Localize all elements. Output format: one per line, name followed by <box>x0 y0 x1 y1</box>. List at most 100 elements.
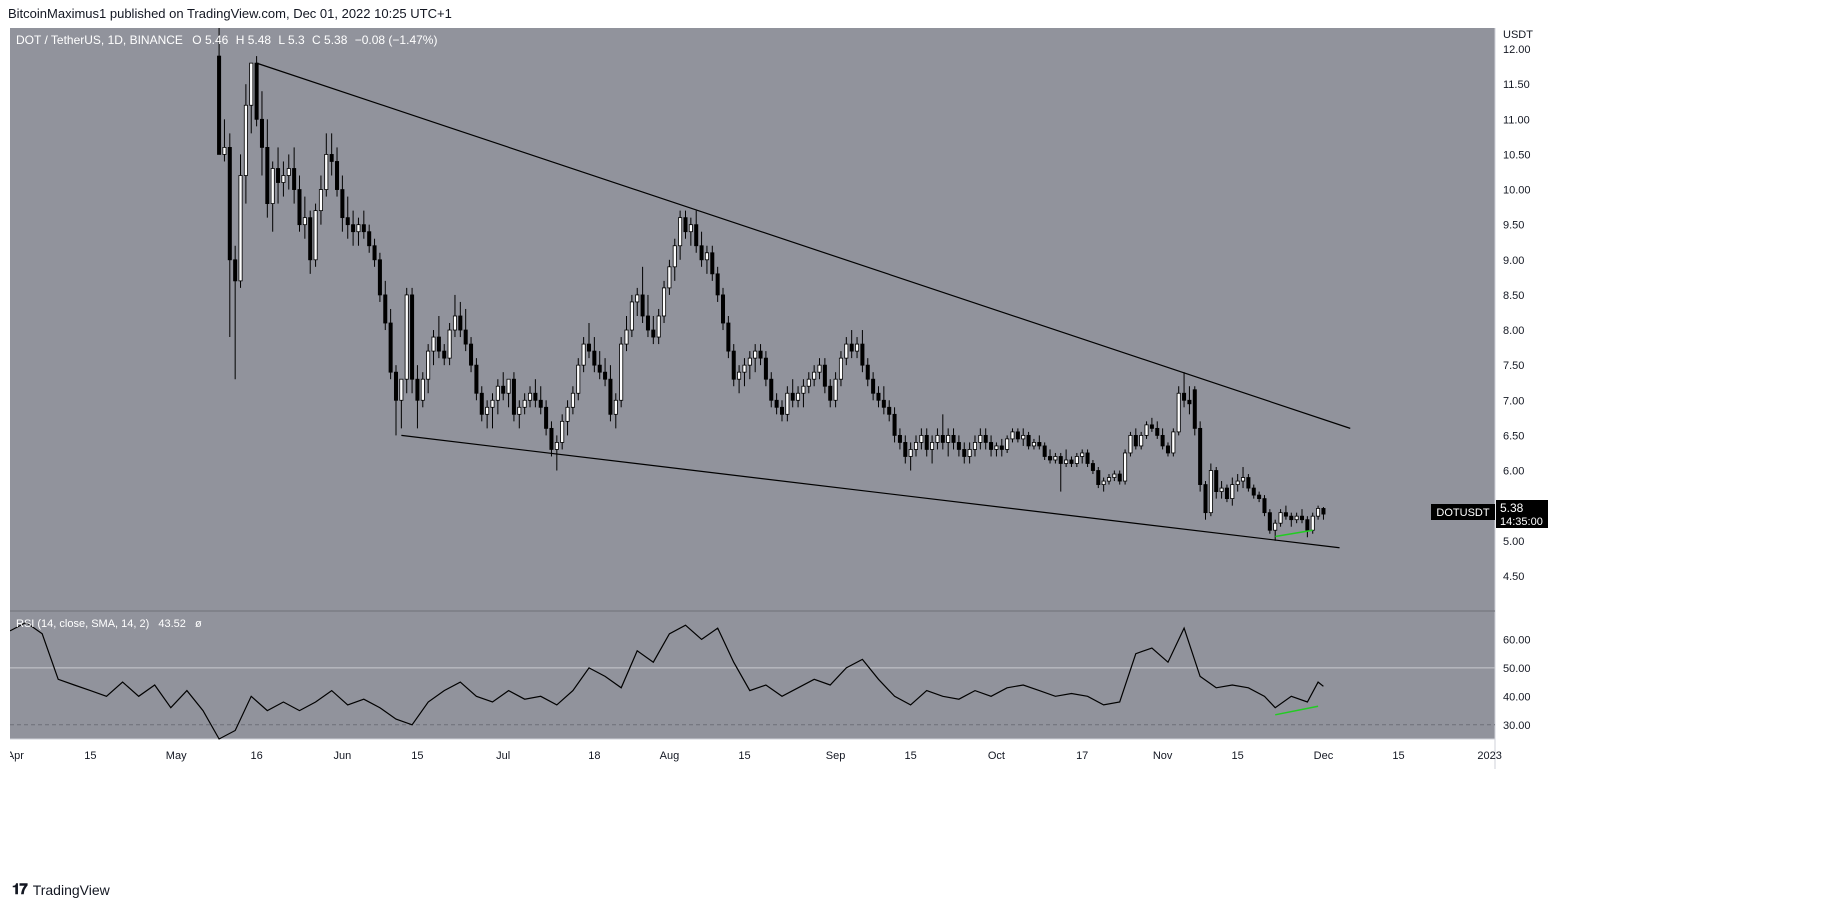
candle-body <box>1214 470 1219 492</box>
candle-body <box>1235 480 1240 485</box>
candle-body <box>608 378 613 415</box>
candle-body <box>812 371 817 380</box>
candle-body <box>270 168 275 205</box>
footer-bar: 𝟏𝟕 TradingView <box>0 873 1834 909</box>
legend-open-label: O <box>192 33 201 47</box>
candle-body <box>758 350 763 359</box>
candle-body <box>1133 434 1138 447</box>
chart-area[interactable]: 12.00 11.50 11.00 10.50 10.00 9.50 9.00 8.50 8.0… <box>7 13 1834 858</box>
candle-body <box>1085 452 1090 464</box>
candle-body <box>1042 445 1047 457</box>
candle-body <box>238 175 243 282</box>
time-tick-label: Sep <box>826 750 846 762</box>
candle-body <box>694 224 699 247</box>
candle-body <box>1117 473 1122 482</box>
candle-body <box>640 294 645 317</box>
candle-body <box>495 385 500 401</box>
candle-body <box>1021 434 1026 440</box>
rsi-tick-label: 50.00 <box>1503 663 1531 675</box>
candle-body <box>672 245 677 268</box>
time-axis-labels: Apr 15 May 16 Jun 15 Jul 18 Aug 15 Sep 15 Oct 17 Nov 15… <box>7 750 1502 762</box>
candle-body <box>908 449 913 457</box>
candle-body <box>1128 434 1133 454</box>
candle-body <box>1267 512 1272 531</box>
candle-body <box>549 427 554 450</box>
time-tick-label: 16 <box>250 750 262 762</box>
candle-body <box>1037 442 1042 447</box>
candle-body <box>533 392 538 401</box>
candle-body <box>1031 442 1036 447</box>
svg-text:DOT / TetherUS, 1D, BINANCE: DOT / TetherUS, 1D, BINANCE O 5.46 H 5.4… <box>16 33 437 47</box>
candle-body <box>1198 427 1203 485</box>
candle-body <box>308 217 313 261</box>
price-tick-label: 11.50 <box>1503 79 1530 91</box>
candle-body <box>329 154 334 162</box>
candle-body <box>865 364 870 380</box>
candle-body <box>410 294 415 380</box>
price-axis[interactable] <box>1495 28 1834 739</box>
candle-body <box>586 343 591 352</box>
time-tick-label: 15 <box>1392 750 1404 762</box>
candle-body <box>726 322 731 352</box>
price-tick-label: 4.50 <box>1503 571 1524 583</box>
rsi-legend-value: 43.52 <box>158 618 186 630</box>
price-tick-label: 9.50 <box>1503 220 1524 232</box>
price-tick-label: 6.50 <box>1503 430 1524 442</box>
candle-body <box>956 442 961 450</box>
legend-close-value: 5.38 <box>324 33 348 47</box>
candle-body <box>420 378 425 401</box>
candle-body <box>1048 456 1053 461</box>
candle-body <box>356 224 361 233</box>
time-axis[interactable] <box>10 739 1495 769</box>
candle-body <box>962 449 967 457</box>
candle-body <box>1294 515 1299 521</box>
candle-body <box>426 350 431 380</box>
candle-body <box>501 385 506 394</box>
trendlines-group <box>256 62 1351 549</box>
candle-body <box>1139 434 1144 447</box>
candle-body <box>1015 431 1020 440</box>
rsi-tick-label: 60.00 <box>1503 634 1531 646</box>
candle-body <box>463 329 468 345</box>
legend-close-label: C <box>312 33 321 47</box>
candle-body <box>1241 477 1246 482</box>
candle-body <box>436 336 441 352</box>
candle-body <box>544 406 549 429</box>
candle-body <box>801 385 806 394</box>
legend-change: −0.08 (−1.47%) <box>355 33 438 47</box>
candle-body <box>1208 470 1213 514</box>
price-tick-label: 8.50 <box>1503 290 1524 302</box>
candle-body <box>951 434 956 443</box>
candle-body <box>704 252 709 261</box>
candle-body <box>978 434 983 443</box>
candle-body <box>1219 487 1224 492</box>
candle-body <box>1096 470 1101 485</box>
rsi-line <box>9 621 1324 740</box>
price-tick-label: 5.00 <box>1503 536 1524 548</box>
candle-body <box>930 442 935 450</box>
candle-body <box>570 392 575 408</box>
legend-low-value: 5.3 <box>288 33 305 47</box>
candle-body <box>383 294 388 324</box>
rsi-visibility-icon: ø <box>195 618 202 630</box>
candle-body <box>217 55 222 155</box>
candle-body <box>774 399 779 408</box>
candle-body <box>667 266 672 289</box>
candle-body <box>318 189 323 212</box>
candle-body <box>737 371 742 380</box>
candle-body <box>683 217 688 233</box>
candle-body <box>345 217 350 226</box>
time-tick-label: Aug <box>660 750 680 762</box>
candle-body <box>806 378 811 387</box>
candle-body <box>340 189 345 219</box>
candle-body <box>1224 487 1229 500</box>
candle-body <box>1112 473 1117 478</box>
last-price-tag[interactable]: DOTUSDT 5.38 14:35:00 <box>1431 500 1548 528</box>
price-tick-label: 10.50 <box>1503 149 1531 161</box>
price-tick-label: 6.00 <box>1503 466 1524 478</box>
candlestick-chart[interactable]: 12.00 11.50 11.00 10.50 10.00 9.50 9.00 8.50 8.0… <box>7 13 1834 858</box>
candle-body <box>259 118 264 148</box>
candle-body <box>597 364 602 373</box>
tradingview-brand[interactable]: 𝟏𝟕 TradingView <box>12 881 110 898</box>
candle-body <box>458 315 463 331</box>
